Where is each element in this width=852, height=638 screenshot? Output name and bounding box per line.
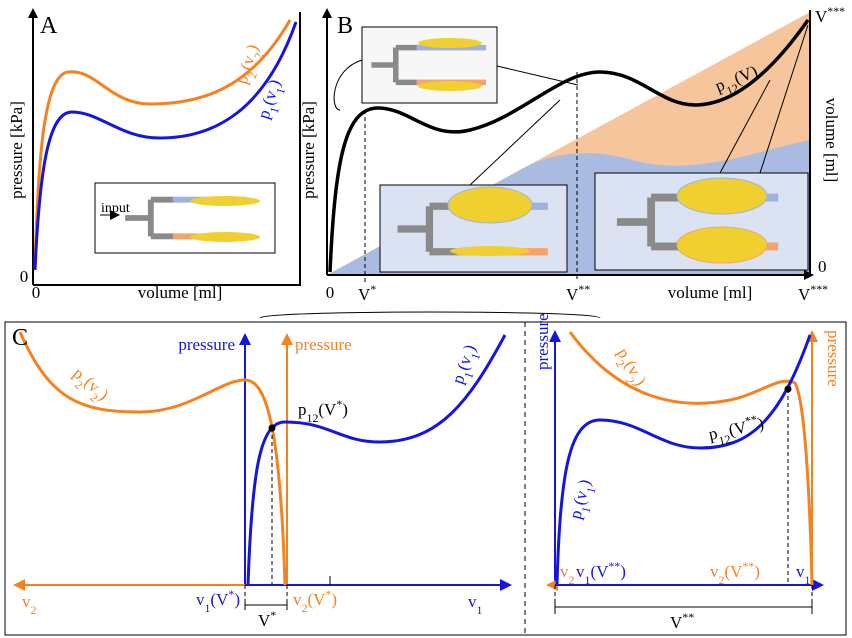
label-part: 1 [477, 603, 483, 617]
bulge [418, 81, 482, 91]
label-part: V [258, 611, 271, 630]
label-part: ) [342, 400, 348, 419]
origin-label: 0 [326, 283, 335, 302]
axis-label: v1 [796, 562, 811, 587]
label-part: 2 [31, 603, 37, 617]
label-part: V [670, 613, 683, 632]
origin-label: 0 [818, 257, 827, 276]
panel-label: C [12, 325, 28, 351]
v-label: v1(V**) [576, 559, 626, 587]
label-part: ) [234, 590, 240, 609]
label-part: (V [307, 590, 326, 609]
bulge [677, 178, 767, 214]
panel-b [327, 10, 812, 282]
v-label: v2(V**) [710, 559, 760, 587]
bulge [190, 196, 260, 206]
label-part: ) [264, 77, 284, 88]
label-part: V [815, 7, 828, 26]
curve-label: p2(v2) [608, 345, 650, 392]
panel-label: A [40, 13, 58, 39]
axis-label: v2 [22, 592, 37, 617]
bulge [418, 38, 482, 48]
bracket [245, 600, 287, 610]
panel-label: B [337, 13, 353, 39]
v-label: V** [670, 610, 694, 632]
label-part: *** [827, 4, 845, 18]
label-part: ) [574, 477, 594, 487]
intersection [269, 425, 276, 432]
bulge [190, 232, 260, 242]
v-label: V*** [798, 282, 828, 304]
point-label: p12(V**) [706, 411, 767, 450]
v-label: V* [358, 282, 376, 304]
label-part: ) [242, 42, 262, 53]
label-part: (V [590, 562, 609, 581]
v-label: v1(V*) [196, 587, 240, 615]
label-part: (V [210, 590, 229, 609]
inset-label: input [101, 201, 130, 216]
curve-label: p1(v1) [448, 342, 485, 388]
v-label: v2(V*) [293, 587, 337, 615]
label-part: ** [742, 559, 754, 573]
y-axis-label: pressure [kPa] [299, 101, 318, 199]
label-part: 1 [805, 573, 811, 587]
label-part: V [358, 285, 371, 304]
label-part: *** [810, 282, 828, 296]
label-part: ) [620, 562, 626, 581]
axis-label: pressure [178, 335, 235, 354]
curve-label: p2(v2) [232, 42, 268, 88]
axis-label: pressure [295, 335, 352, 354]
label-part: (V [318, 400, 337, 419]
x-axis-label: volume [ml] [668, 283, 753, 302]
label-part: * [370, 282, 376, 296]
bulge [677, 227, 767, 263]
origin-label: 0 [20, 267, 29, 286]
curve-label: p1(v1) [254, 77, 290, 123]
intersection [785, 386, 792, 393]
x-axis-label: volume [ml] [138, 283, 223, 302]
bulge [448, 187, 532, 223]
origin-label: 0 [32, 283, 41, 302]
point-label: p12(V*) [298, 397, 348, 425]
label-part: * [270, 608, 276, 622]
axis-label: pressure [533, 313, 552, 370]
y2-axis-label: volume [ml] [822, 98, 841, 183]
v-label: V*** [815, 4, 845, 26]
label-part: ** [682, 610, 694, 624]
curve-p1 [557, 335, 810, 585]
figure: A pressure [kPa] volume [ml] 0 0 p2(v2) … [0, 0, 852, 638]
y-axis-label: pressure [kPa] [7, 101, 26, 199]
label-part: ** [608, 559, 620, 573]
label-part: 2 [569, 573, 575, 587]
label-part: (V [724, 562, 743, 581]
v-label: V* [258, 608, 276, 630]
v-label: V** [566, 282, 590, 304]
inset [95, 183, 275, 253]
label-part: ** [578, 282, 590, 296]
axis-label: v2 [560, 562, 575, 587]
label-part: V [566, 285, 579, 304]
label-part: ) [331, 590, 337, 609]
axis-label: pressure [824, 330, 843, 387]
label-part: p [298, 400, 307, 419]
curve-p2 [570, 332, 812, 585]
bulge [450, 246, 530, 256]
axis-label: v1 [468, 592, 483, 617]
curve-label: p2(v2) [66, 364, 113, 409]
frame [5, 322, 846, 635]
label-part: ) [754, 562, 760, 581]
curve-label: p1(v1) [566, 477, 601, 522]
label-part: 12 [307, 411, 319, 425]
label-part: V [798, 285, 811, 304]
